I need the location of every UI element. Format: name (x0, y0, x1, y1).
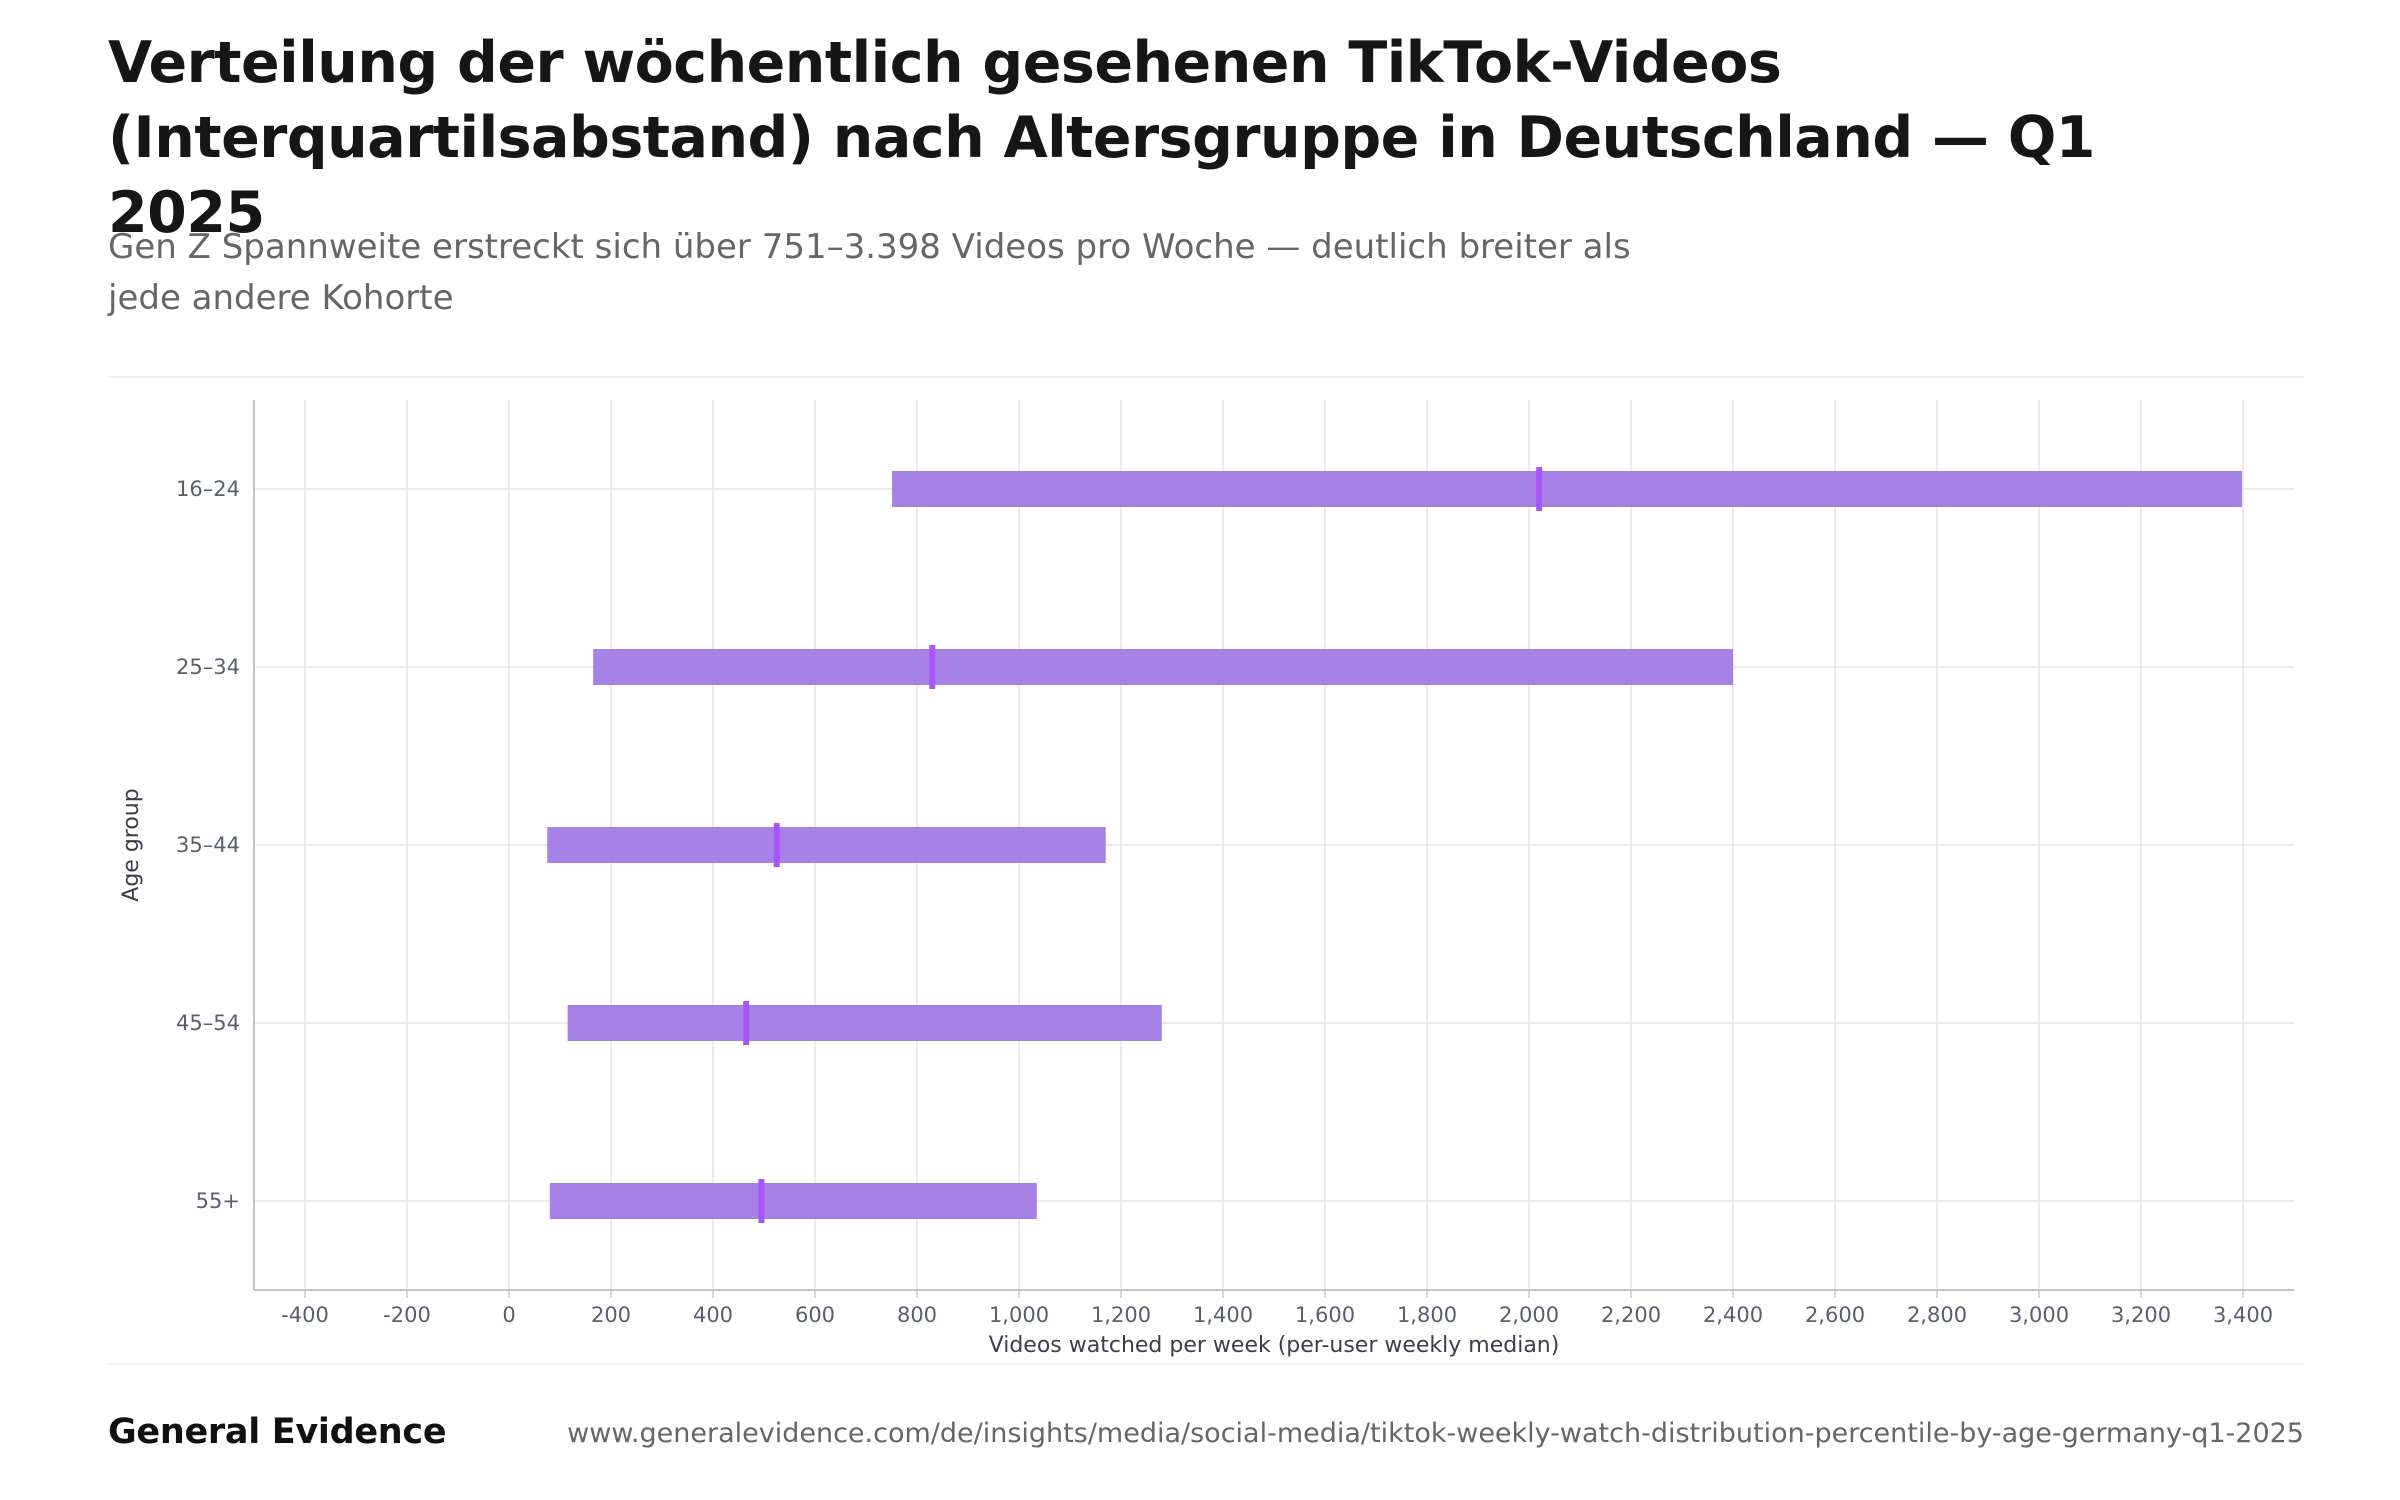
y-tick-label: 16–24 (176, 477, 240, 501)
median-marker (743, 1001, 750, 1045)
bottom-divider (108, 1363, 2304, 1365)
chart-header: Verteilung der wöchentlich gesehenen Tik… (108, 26, 2308, 251)
x-tick-label: 200 (591, 1303, 631, 1327)
x-tick-label: -400 (281, 1303, 329, 1327)
brand-name: General Evidence (108, 1412, 447, 1452)
range-bar (892, 471, 2242, 507)
range-bar (547, 827, 1106, 863)
x-tick-label: 1,000 (989, 1303, 1049, 1327)
y-tick-label: 25–34 (176, 655, 240, 679)
x-tick-label: 1,400 (1193, 1303, 1253, 1327)
chart-title: Verteilung der wöchentlich gesehenen Tik… (108, 30, 2095, 246)
x-tick-label: 2,600 (1805, 1303, 1865, 1327)
chart-area: -400 -200 0 200 400 600 800 1,000 1,200 1,400 1,60… (108, 380, 2304, 1360)
x-tick-label: -200 (383, 1303, 431, 1327)
axis-layer (253, 400, 2294, 1291)
x-tick-label: 3,400 (2213, 1303, 2273, 1327)
x-tick-label: 1,200 (1091, 1303, 1151, 1327)
x-tick-label: 2,800 (1907, 1303, 1967, 1327)
x-tick-label: 1,600 (1295, 1303, 1355, 1327)
x-tick-label: 2,200 (1601, 1303, 1661, 1327)
x-tick-label: 3,000 (2009, 1303, 2069, 1327)
y-tick-label: 55+ (196, 1189, 240, 1213)
x-tick-label: 600 (795, 1303, 835, 1327)
range-bars (547, 471, 2242, 1219)
x-tick-label: 2,400 (1703, 1303, 1763, 1327)
y-tick-label: 35–44 (176, 833, 240, 857)
top-divider (108, 376, 2304, 378)
y-axis-title: Age group (119, 788, 144, 901)
range-bar (567, 1005, 1162, 1041)
y-tick-label: 45–54 (176, 1011, 240, 1035)
x-tick-label: 1,800 (1397, 1303, 1457, 1327)
median-marker (929, 645, 936, 689)
range-bar (549, 1183, 1037, 1219)
x-tick-label: 3,200 (2111, 1303, 2171, 1327)
range-bar (593, 649, 1733, 685)
x-axis-title: Videos watched per week (per-user weekly… (989, 1333, 1560, 1358)
chart-subtitle: Gen Z Spannweite erstreckt sich über 751… (108, 227, 1631, 318)
x-tick-label: 800 (897, 1303, 937, 1327)
median-markers (743, 467, 1543, 1223)
x-tick-labels: -400 -200 0 200 400 600 800 1,000 1,200 1,400 1,60… (281, 1303, 2273, 1327)
source-url[interactable]: www.generalevidence.com/de/insights/medi… (567, 1418, 2304, 1449)
range-chart-svg: -400 -200 0 200 400 600 800 1,000 1,200 1,400 1,60… (119, 400, 2294, 1358)
median-marker (773, 823, 780, 867)
median-marker (1536, 467, 1543, 511)
y-tick-labels: 16–24 25–34 35–44 45–54 55+ (176, 477, 240, 1213)
median-marker (758, 1179, 765, 1223)
x-tick-label: 2,000 (1499, 1303, 1559, 1327)
x-tick-label: 0 (502, 1303, 515, 1327)
x-tick-label: 400 (693, 1303, 733, 1327)
